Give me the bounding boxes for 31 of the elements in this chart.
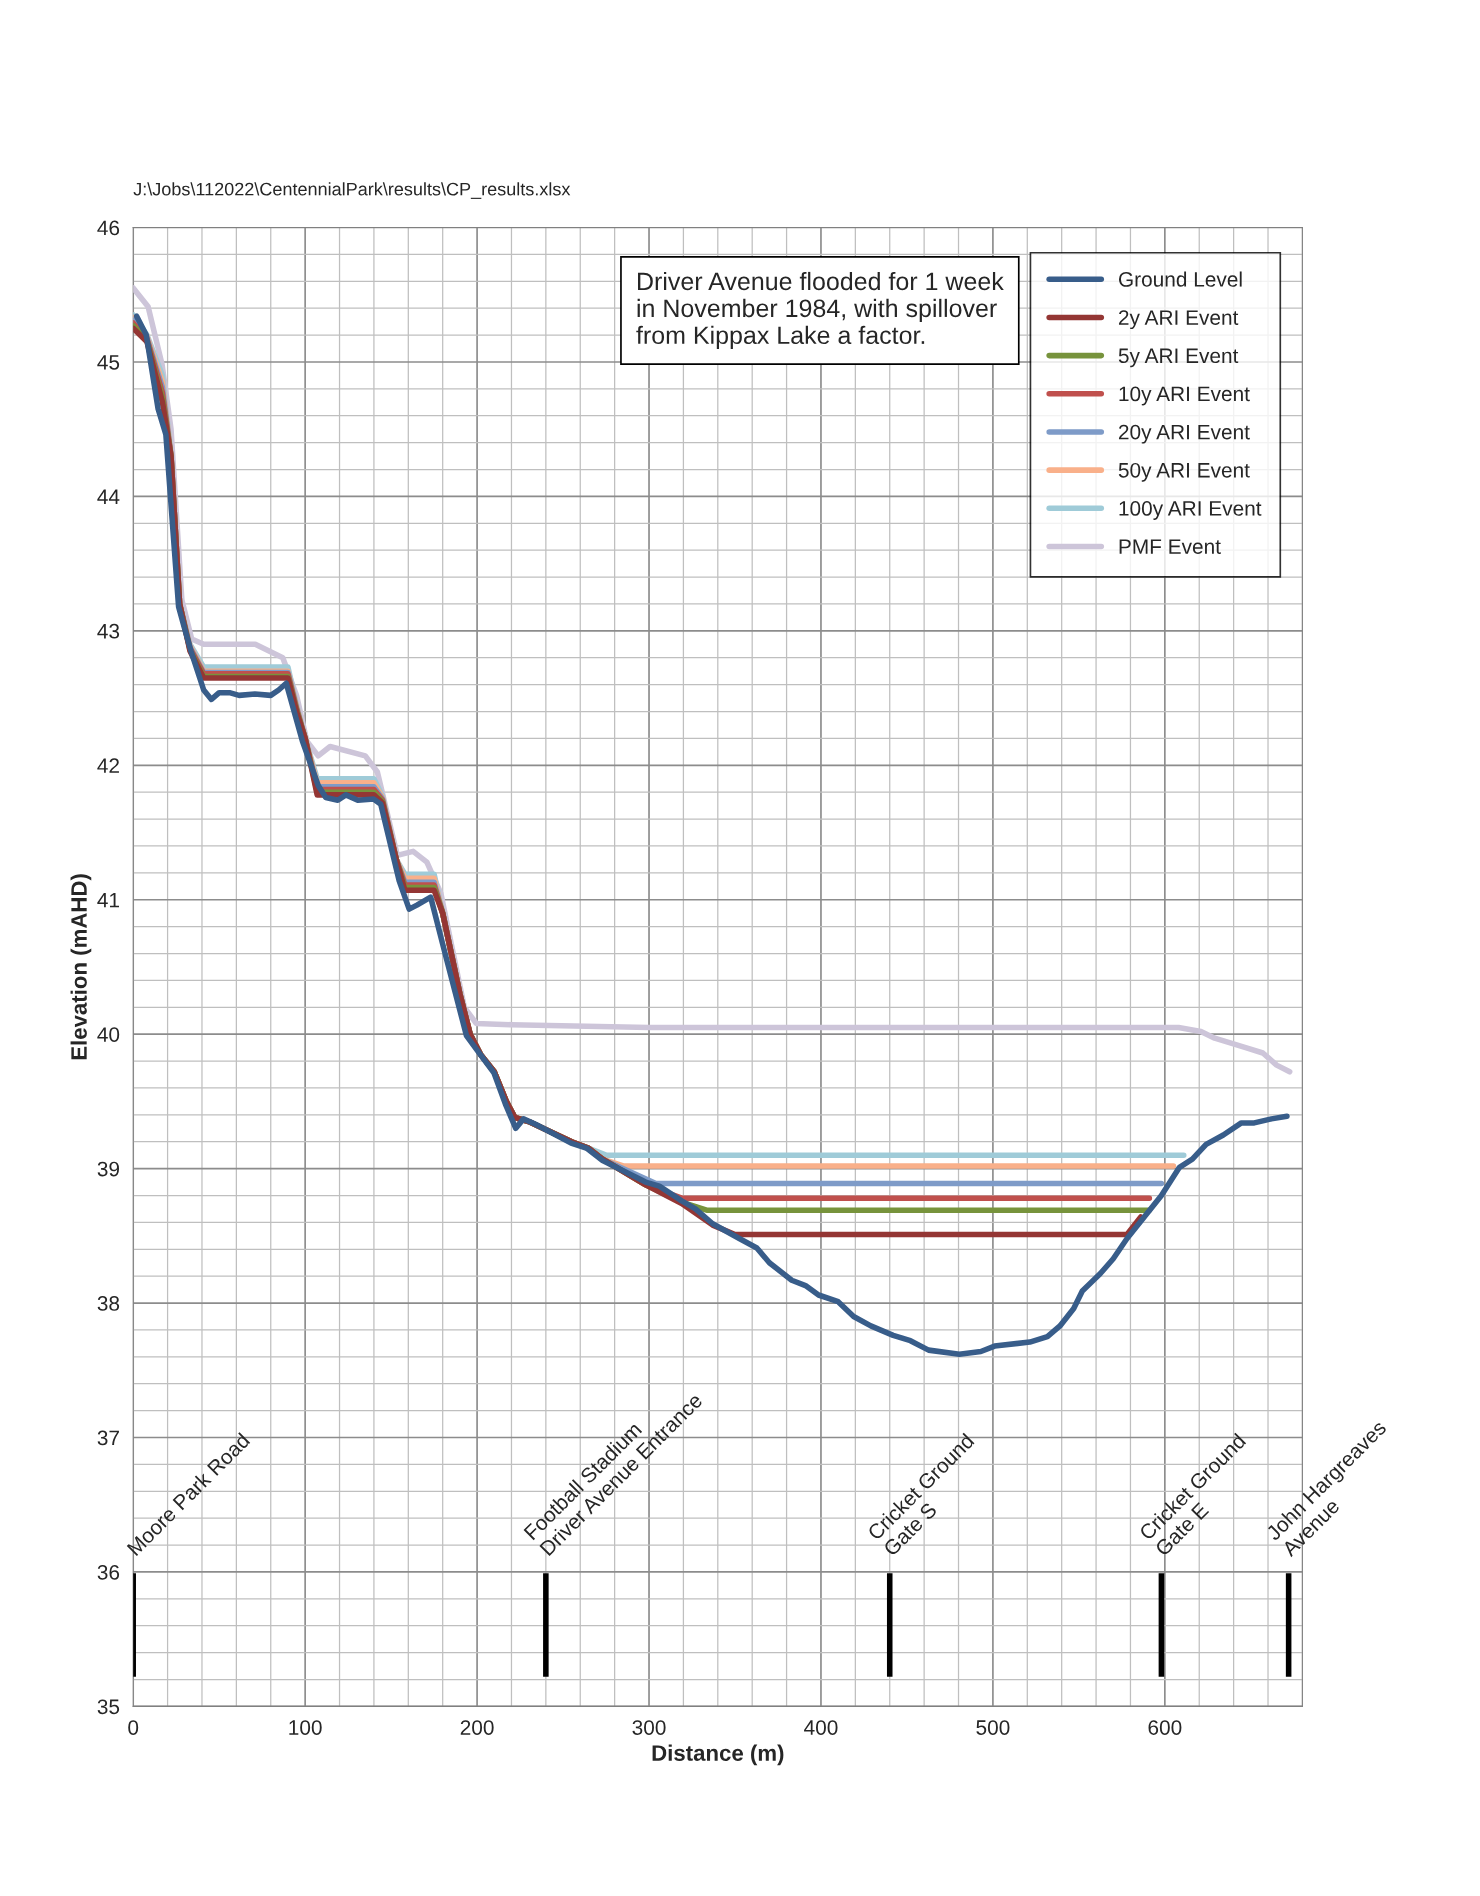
y-tick-label: 42	[97, 758, 119, 773]
legend-label: 5y ARI Event	[1118, 348, 1239, 368]
y-tick-label: 37	[97, 1430, 119, 1446]
legend-label: 50y ARI Event	[1118, 462, 1250, 482]
legend-label: Ground Level	[1118, 271, 1242, 287]
y-tick-label: 40	[97, 1027, 120, 1042]
y-tick-label: 45	[97, 355, 120, 370]
y-tick-label: 46	[97, 220, 120, 236]
x-tick-label: 500	[976, 1720, 1010, 1735]
x-tick-label: 300	[632, 1720, 666, 1735]
x-tick-label: 600	[1148, 1720, 1182, 1735]
x-tick-label: 200	[460, 1720, 494, 1735]
legend-label: PMF Event	[1119, 539, 1221, 554]
y-tick-label: 44	[97, 489, 120, 504]
text: J:\Jobs\112022\CentennialPark\results\CP_results.xlsx	[133, 182, 571, 199]
legend-label: 100y ARI Event	[1119, 501, 1262, 520]
x-tick-label: 0	[128, 1720, 139, 1735]
x-axis-title: Distance (m)	[652, 1744, 784, 1766]
y-axis-title: Elevation (mAHD)	[70, 874, 92, 1060]
annotation: Driver Avenue flooded for 1 week in November 1984, with spillover from Kippax Lake a factor.	[636, 271, 1004, 350]
y-tick-label: 41	[97, 892, 119, 908]
y-tick-label: 43	[97, 623, 120, 639]
y-tick-label: 39	[97, 1161, 120, 1177]
x-tick-label: 400	[804, 1720, 838, 1735]
y-tick-label: 36	[97, 1564, 120, 1580]
legend-label: 20y ARI Event	[1118, 424, 1250, 444]
legend-label: 2y ARI Event	[1118, 310, 1239, 330]
legend-label: 10y ARI Event	[1119, 386, 1250, 406]
x-tick-label: 100	[289, 1720, 322, 1735]
y-tick-label: 35	[97, 1699, 120, 1715]
y-tick-label: 38	[97, 1296, 120, 1311]
